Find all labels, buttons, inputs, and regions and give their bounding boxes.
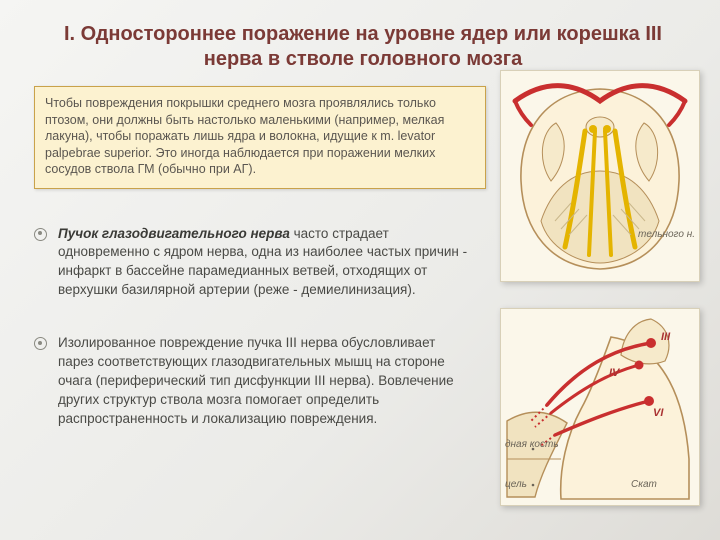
figure-label: цель <box>505 479 527 490</box>
list-item: Изолированное повреждение пучка III нерв… <box>34 334 474 428</box>
bullet-icon <box>34 228 47 241</box>
bullet-icon <box>34 337 47 350</box>
callout-box: Чтобы повреждения покрышки среднего мозг… <box>34 86 486 189</box>
slide-title: I. Одностороннее поражение на уровне яде… <box>0 0 720 80</box>
label-roman-iv: IV <box>609 367 619 379</box>
midbrain-svg <box>501 71 699 281</box>
label-roman-iii: III <box>661 331 670 343</box>
anatomy-figure-midbrain: тельного н. <box>500 70 700 282</box>
bullet-list: Пучок глазодвигательного нерва часто стр… <box>34 225 474 429</box>
figure-label: дная кость <box>505 439 559 450</box>
bullet-text: Изолированное повреждение пучка III нерв… <box>58 335 454 426</box>
label-roman-vi: VI <box>653 407 663 419</box>
list-item: Пучок глазодвигательного нерва часто стр… <box>34 225 474 301</box>
figure-label: тельного н. <box>638 229 695 240</box>
anatomy-figure-skullbase: III IV VI дная кость цель Скат <box>500 308 700 506</box>
figure-label: Скат <box>631 479 657 490</box>
bullet-emphasis: Пучок глазодвигательного нерва <box>58 226 290 241</box>
